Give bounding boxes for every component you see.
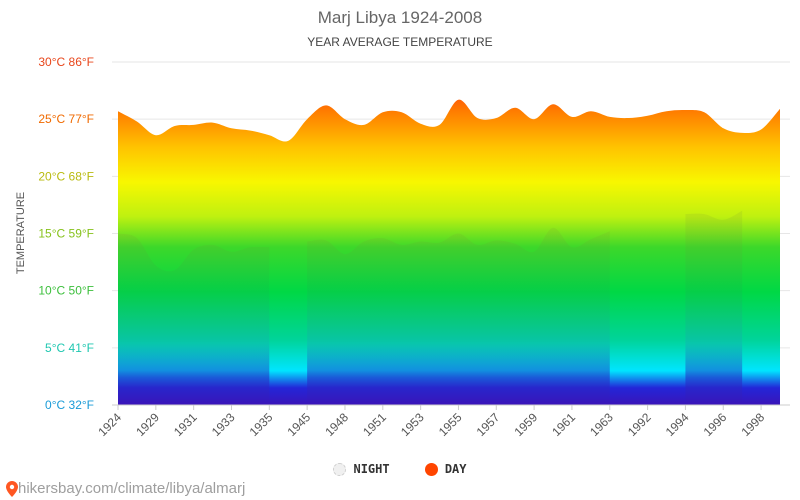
x-tick-label: 1931 (171, 410, 200, 439)
x-tick-label: 1996 (701, 410, 730, 439)
x-tick-label: 1961 (549, 410, 578, 439)
y-tick-label: 15°C 59°F (38, 227, 94, 241)
y-tick-label: 10°C 50°F (38, 284, 94, 298)
x-tick-label: 1992 (625, 410, 654, 439)
y-axis-label: TEMPERATURE (15, 192, 27, 274)
x-tick-label: 1998 (738, 410, 767, 439)
night-series-area (118, 233, 270, 405)
legend-item-night[interactable]: NIGHT (333, 462, 390, 476)
y-tick-label: 25°C 77°F (38, 112, 94, 126)
location-pin-icon (6, 480, 18, 497)
legend-label-night: NIGHT (353, 462, 390, 476)
x-tick-labels: 1924 1929 1931 1933 1935 1945 1948 1951 1953 1955… (95, 405, 767, 439)
x-tick-label: 1935 (247, 410, 276, 439)
x-tick-label: 1963 (587, 410, 616, 439)
x-tick-label: 1929 (133, 410, 162, 439)
chart-subtitle: YEAR AVERAGE TEMPERATURE (307, 35, 492, 49)
night-series-area (307, 227, 610, 405)
night-legend-icon (333, 462, 347, 476)
night-series-area (685, 210, 743, 405)
y-tick-label: 0°C 32°F (45, 398, 94, 412)
y-tick-labels: 0°C 32°F 5°C 41°F 10°C 50°F 15°C 59°F 20°C 6… (38, 55, 94, 412)
x-tick-label: 1948 (322, 410, 351, 439)
x-tick-label: 1945 (284, 410, 313, 439)
x-tick-label: 1951 (360, 410, 389, 439)
y-tick-label: 30°C 86°F (38, 55, 94, 69)
chart-title: Marj Libya 1924-2008 (318, 8, 482, 27)
x-tick-label: 1924 (95, 410, 124, 439)
x-tick-label: 1994 (663, 410, 692, 439)
x-tick-label: 1959 (511, 410, 540, 439)
watermark-text: hikersbay.com/climate/libya/almarj (18, 480, 246, 497)
legend: NIGHT DAY (0, 462, 800, 479)
x-tick-label: 1933 (209, 410, 238, 439)
day-legend-icon (424, 462, 438, 476)
watermark[interactable]: hikersbay.com/climate/libya/almarj (6, 480, 245, 497)
y-tick-label: 20°C 68°F (38, 169, 94, 183)
night-series-areas (118, 210, 743, 405)
x-tick-label: 1957 (474, 410, 503, 439)
x-tick-label: 1953 (398, 410, 427, 439)
legend-label-day: DAY (444, 462, 467, 476)
x-tick-label: 1955 (436, 410, 465, 439)
y-tick-label: 5°C 41°F (45, 341, 94, 355)
legend-item-day[interactable]: DAY (424, 462, 467, 476)
